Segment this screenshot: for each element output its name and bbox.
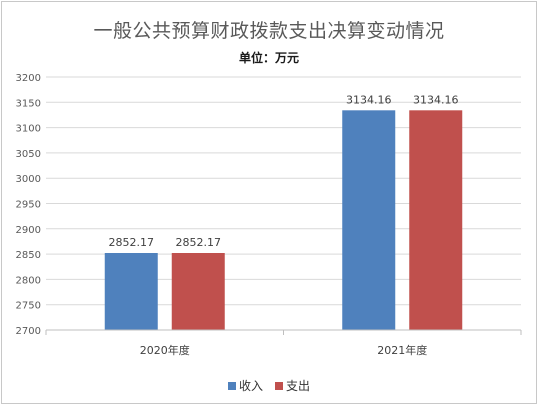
y-tick-label: 3100 [16,124,41,135]
y-tick-label: 2800 [16,275,41,286]
y-tick-label: 2700 [16,326,41,337]
legend: 收入 支出 [2,377,536,394]
y-tick-label: 3000 [16,174,41,185]
x-tick-label: 2021年度 [377,343,427,357]
y-tick-label: 3050 [16,149,41,160]
y-tick-label: 3150 [16,98,41,109]
bar-expense [409,110,463,331]
chart-subtitle: 单位：万元 [238,51,299,65]
legend-item-income: 收入 [227,377,263,394]
y-tick-label: 2750 [16,301,41,312]
y-tick-label: 2850 [16,250,41,261]
legend-swatch-expense [275,381,283,390]
bar-value-label: 3134.16 [413,93,459,106]
bar-value-label: 3134.16 [346,93,392,106]
y-tick-label: 2900 [16,225,41,236]
legend-item-expense: 支出 [275,377,310,394]
x-tick-label: 2020年度 [140,343,190,357]
bar-expense [171,253,225,330]
y-tick-label: 3200 [16,73,41,84]
legend-label-expense: 支出 [286,379,311,393]
bar-value-label: 2852.17 [109,236,155,249]
chart-title: 一般公共预算财政拨款支出决算变动情况 [93,20,445,42]
bar-income [342,110,396,331]
y-tick-label: 2950 [16,200,41,211]
legend-label-income: 收入 [238,379,263,393]
legend-swatch-income [227,381,236,390]
bar-income [104,253,158,330]
bar-value-label: 2852.17 [176,236,222,249]
